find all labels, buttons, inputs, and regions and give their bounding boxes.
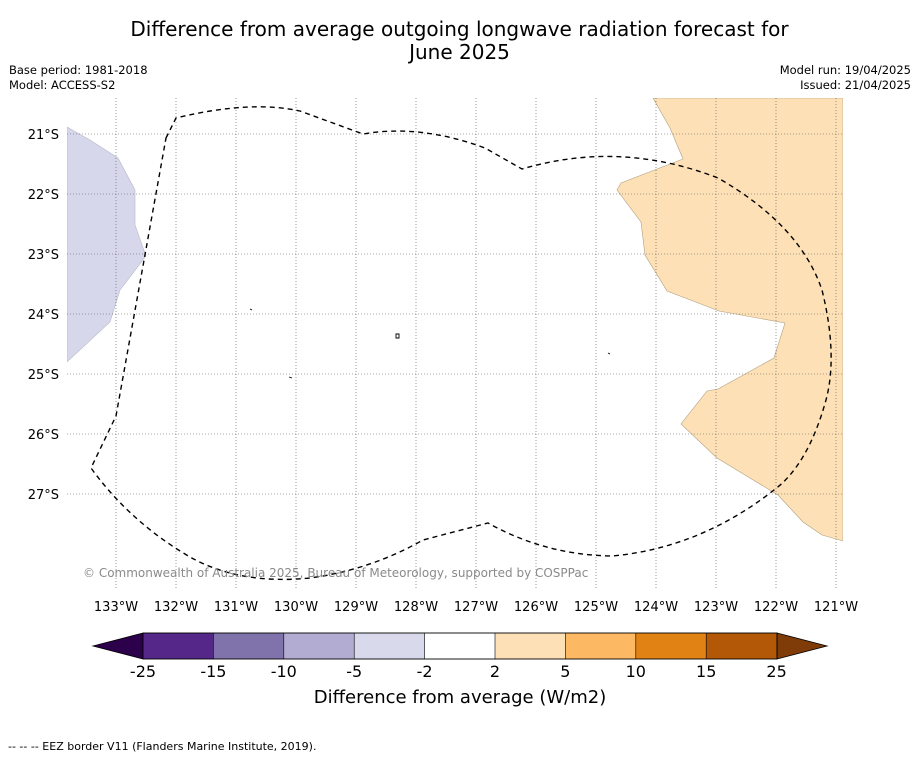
colorbar-tick: -25 [130, 662, 156, 681]
colorbar-frame [142, 632, 778, 660]
colorbar-label: Difference from average (W/m2) [314, 687, 606, 708]
lon-label: 125°W [574, 600, 618, 615]
lon-label: 121°W [814, 600, 858, 615]
eez-border [90, 106, 832, 581]
colorbar-tick: 5 [560, 662, 570, 681]
colorbar-segment [424, 633, 495, 659]
lon-label: 131°W [214, 600, 258, 615]
lat-label: 21°S [28, 128, 59, 143]
colorbar-dividers [213, 633, 707, 659]
colorbar-segment [495, 633, 566, 659]
latitude-labels: 21°S 22°S 23°S 24°S 25°S 26°S 27°S [28, 128, 59, 503]
anomaly-region-positive [616, 98, 843, 542]
colorbar-tick: 10 [626, 662, 646, 681]
map-panel: © Commonwealth of Australia 2025, Bureau… [67, 98, 843, 590]
title-line-1: Difference from average outgoing longwav… [130, 17, 789, 41]
colorbar-segment [565, 633, 636, 659]
colorbar: -25 -15 -10 -5 -2 2 5 10 15 25 Differenc… [91, 632, 829, 708]
colorbar-tick: -5 [346, 662, 362, 681]
colorbar-tick: 25 [766, 662, 786, 681]
lat-label: 26°S [28, 428, 59, 443]
lon-label: 129°W [334, 600, 378, 615]
island-outlines [249, 308, 611, 379]
map-title: Difference from average outgoing longwav… [0, 18, 919, 64]
island-2 [395, 333, 400, 339]
model-run: Model run: 19/04/2025 [779, 63, 911, 77]
lon-label: 124°W [634, 600, 678, 615]
island-4 [288, 376, 293, 379]
lon-label: 127°W [454, 600, 498, 615]
island-3 [607, 352, 611, 355]
colorbar-extend-low [91, 632, 144, 660]
issued-date: Issued: 21/04/2025 [800, 78, 911, 92]
lon-label: 132°W [154, 600, 198, 615]
colorbar-segment [213, 633, 284, 659]
colorbar-segment [706, 633, 777, 659]
lon-label: 133°W [94, 600, 138, 615]
colorbar-segment [143, 633, 214, 659]
lat-label: 22°S [28, 188, 59, 203]
lon-label: 130°W [274, 600, 318, 615]
colorbar-segment [354, 633, 425, 659]
island-1 [249, 308, 253, 311]
meta-left: Base period: 1981-2018 Model: ACCESS-S2 [9, 63, 148, 93]
colorbar-tick: -15 [200, 662, 226, 681]
longitude-labels: 133°W 132°W 131°W 130°W 129°W 128°W 127°… [94, 600, 858, 615]
colorbar-tick: -2 [417, 662, 433, 681]
lat-label: 23°S [28, 248, 59, 263]
meta-right: Model run: 19/04/2025 Issued: 21/04/2025 [780, 63, 911, 93]
lat-label: 24°S [28, 308, 59, 323]
lon-label: 122°W [754, 600, 798, 615]
colorbar-tick: 15 [696, 662, 716, 681]
lon-label: 123°W [694, 600, 738, 615]
base-period: Base period: 1981-2018 [9, 63, 148, 77]
colorbar-extend-high [776, 632, 829, 660]
gridlines [67, 98, 843, 590]
title-line-2: June 2025 [409, 40, 510, 64]
model-name: Model: ACCESS-S2 [9, 78, 116, 92]
colorbar-tick: -10 [271, 662, 297, 681]
colorbar-segment [635, 633, 707, 659]
footer-note: -- -- -- EEZ border V11 (Flanders Marine… [8, 740, 317, 753]
lon-label: 128°W [394, 600, 438, 615]
colorbar-segment [283, 633, 355, 659]
colorbar-tick: 2 [490, 662, 500, 681]
lat-label: 25°S [28, 368, 59, 383]
anomaly-region-negative [67, 126, 147, 363]
lat-label: 27°S [28, 488, 59, 503]
lon-label: 126°W [514, 600, 558, 615]
copyright-notice: © Commonwealth of Australia 2025, Bureau… [83, 566, 588, 580]
